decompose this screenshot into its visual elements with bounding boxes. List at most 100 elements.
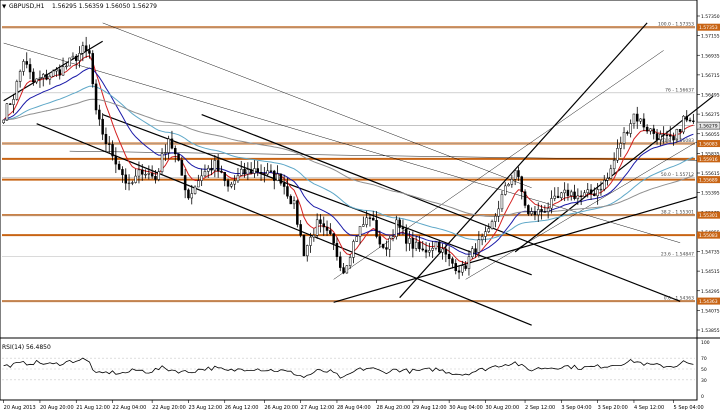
candlestick xyxy=(253,160,256,178)
candlestick xyxy=(25,52,28,69)
candlestick xyxy=(378,230,382,249)
candlestick xyxy=(418,235,421,252)
candlestick xyxy=(477,231,481,258)
candle-body xyxy=(688,119,692,122)
candle-body xyxy=(203,171,207,177)
candlestick xyxy=(150,165,154,179)
candle-body xyxy=(659,134,662,141)
candlestick xyxy=(121,166,124,183)
candle-body xyxy=(45,74,48,80)
candlestick xyxy=(332,233,335,250)
sr-price-label: 1.54363 xyxy=(699,299,718,305)
candlestick xyxy=(131,180,134,186)
candle-body xyxy=(451,258,454,264)
candle-body xyxy=(312,235,316,238)
candlestick xyxy=(672,132,675,146)
trend-line xyxy=(201,113,681,302)
candle-body xyxy=(441,248,444,253)
candle-body xyxy=(111,144,114,157)
candle-body xyxy=(226,180,230,187)
time-tick-label: 22 Aug 04:00 xyxy=(113,405,147,411)
candlestick xyxy=(174,145,177,163)
candle-body xyxy=(124,174,127,184)
trend-line xyxy=(399,22,648,299)
candlestick xyxy=(411,231,415,258)
candlestick xyxy=(296,199,299,228)
candlestick xyxy=(655,128,659,145)
candle-body xyxy=(15,81,19,100)
candlestick xyxy=(164,144,167,162)
candle-body xyxy=(381,243,385,248)
candlestick xyxy=(636,106,639,129)
candle-body xyxy=(362,224,365,227)
candle-body xyxy=(474,248,477,253)
candle-body xyxy=(401,227,405,230)
candlestick xyxy=(599,181,603,196)
fib-level-label: 61.8 - 1.56083 xyxy=(661,138,694,144)
rsi-tick-label: 50 xyxy=(701,367,707,373)
candle-body xyxy=(593,193,596,197)
candle-body xyxy=(299,224,302,236)
candle-body xyxy=(675,129,679,141)
candle-body xyxy=(273,170,276,181)
price-tick-label: 1.55395 xyxy=(701,191,720,197)
candle-body xyxy=(573,191,576,199)
candle-body xyxy=(319,219,322,224)
trend-line xyxy=(102,22,532,188)
candle-body xyxy=(513,170,517,180)
candle-body xyxy=(352,241,355,258)
time-tick-label: 30 Aug 04:00 xyxy=(449,405,483,411)
time-tick-label: 2 Sep 12:00 xyxy=(525,405,555,411)
candle-body xyxy=(170,138,174,149)
candle-body xyxy=(164,152,167,154)
rsi-tick-label: 70 xyxy=(701,356,707,362)
candle-body xyxy=(65,65,68,68)
candlestick xyxy=(527,204,530,216)
candlestick xyxy=(71,52,75,59)
candle-body xyxy=(200,175,203,181)
candlestick xyxy=(358,226,362,245)
candle-body xyxy=(652,128,655,134)
candlestick xyxy=(226,178,230,192)
candle-body xyxy=(665,134,669,137)
candle-body xyxy=(174,148,177,155)
sr-price-label: 1.55301 xyxy=(699,213,718,219)
candle-body xyxy=(395,219,398,238)
candlestick xyxy=(263,166,266,183)
candle-body xyxy=(636,113,639,122)
candlestick xyxy=(365,210,368,228)
price-tick-label: 1.56495 xyxy=(701,93,720,99)
candle-body xyxy=(329,230,332,234)
sr-price-label: 1.55916 xyxy=(699,157,718,163)
price-tick-label: 1.56055 xyxy=(701,132,720,138)
ohlc-text: 1.56295 1.56359 1.56050 1.56279 xyxy=(52,3,157,10)
candle-body xyxy=(682,115,685,133)
candlestick xyxy=(65,62,68,70)
candle-body xyxy=(197,180,200,188)
candle-body xyxy=(51,70,55,77)
candle-body xyxy=(434,241,438,249)
candle-body xyxy=(655,133,659,141)
candle-body xyxy=(193,186,197,194)
candle-body xyxy=(490,221,494,229)
candle-body xyxy=(342,267,345,274)
candle-body xyxy=(507,184,510,187)
candle-body xyxy=(220,170,223,173)
candlestick xyxy=(55,67,58,77)
candle-body xyxy=(632,113,636,124)
candle-body xyxy=(510,178,514,185)
candlestick xyxy=(233,175,236,190)
candle-body xyxy=(487,228,490,232)
candle-body xyxy=(596,189,599,197)
candlestick xyxy=(22,59,25,76)
candlestick xyxy=(154,169,157,184)
candlestick xyxy=(556,186,560,199)
time-tick-label: 28 Aug 04:00 xyxy=(337,405,371,411)
candle-body xyxy=(108,143,111,145)
candlestick xyxy=(249,162,253,175)
candlestick xyxy=(9,102,12,105)
candle-body xyxy=(81,45,85,54)
candle-body xyxy=(114,155,118,165)
candle-body xyxy=(28,64,32,73)
